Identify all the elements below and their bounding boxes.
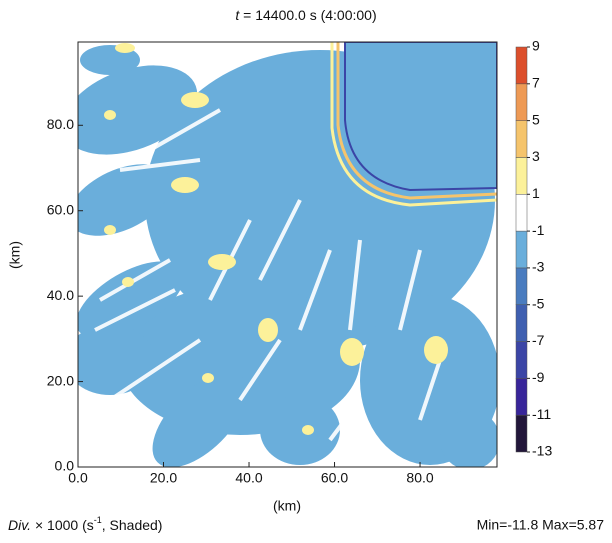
footer-variable: Div. xyxy=(8,517,31,533)
colorbar-tick-label: 5 xyxy=(532,111,540,127)
title-text: = 14400.0 s (4:00:00) xyxy=(243,7,377,23)
y-tick-label: 20.0 xyxy=(47,372,74,388)
colorbar-tick-label: -9 xyxy=(532,369,545,385)
colorbar-tick-label: 7 xyxy=(532,75,540,91)
colorbar-band xyxy=(516,157,527,194)
colorbar-band xyxy=(516,305,527,342)
y-tick-label: 0.0 xyxy=(55,458,75,474)
colorbar-band xyxy=(516,268,527,305)
chart: t = 14400.0 s (4:00:00) xyxy=(0,0,612,538)
colorbar-tick-label: 3 xyxy=(532,148,540,164)
x-tick-label: 40.0 xyxy=(235,470,262,486)
footer-exponent: -1 xyxy=(94,515,102,525)
colorbar-band xyxy=(516,378,527,415)
y-tick-label: 80.0 xyxy=(47,116,74,132)
colorbar-band xyxy=(516,47,527,84)
colorbar-tick-label: 1 xyxy=(532,185,540,201)
colorbar-tick-label: -13 xyxy=(532,443,552,459)
colorbar-tick-label: -1 xyxy=(532,222,545,238)
colorbar-band xyxy=(516,342,527,379)
colorbar-band xyxy=(516,231,527,268)
colorbar-tick-label: -11 xyxy=(532,406,551,422)
footer-left: Div. × 1000 (s-1, Shaded) xyxy=(8,515,162,532)
x-tick-label: 60.0 xyxy=(321,470,348,486)
footer-suffix: , Shaded) xyxy=(102,517,163,533)
divergence-field xyxy=(51,42,500,484)
title-variable: t xyxy=(235,7,240,23)
x-axis-label: (km) xyxy=(273,498,301,514)
colorbar-tick-label: -7 xyxy=(532,332,545,348)
colorbar-band xyxy=(516,121,527,158)
y-axis-label: (km) xyxy=(7,241,23,269)
footer-label: × 1000 (s xyxy=(35,517,94,533)
colorbar-band xyxy=(516,84,527,121)
x-tick-label: 80.0 xyxy=(406,470,433,486)
y-tick-label: 40.0 xyxy=(47,287,74,303)
colorbar-band xyxy=(516,415,527,452)
x-tick-label: 20.0 xyxy=(150,470,177,486)
colorbar-tick-label: -5 xyxy=(532,295,545,311)
chart-title: t = 14400.0 s (4:00:00) xyxy=(235,7,376,23)
colorbar-tick-label: 9 xyxy=(532,38,540,54)
y-tick-label: 60.0 xyxy=(47,201,74,217)
colorbar-tick-label: -3 xyxy=(532,259,545,275)
footer-right: Min=-11.8 Max=5.87 xyxy=(477,517,605,533)
colorbar-band xyxy=(516,194,527,231)
